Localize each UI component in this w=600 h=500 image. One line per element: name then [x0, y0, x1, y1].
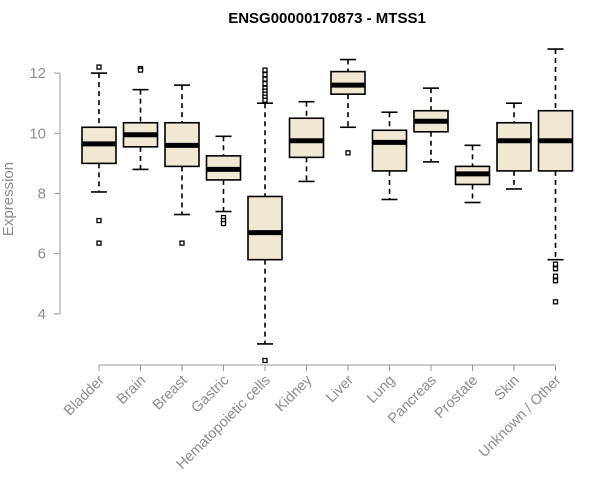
- box-group: [81, 64, 117, 246]
- outlier-point: [179, 240, 185, 246]
- outlier-point: [220, 220, 227, 227]
- outlier-point: [96, 240, 102, 246]
- box-group: [164, 84, 200, 246]
- outlier-point: [96, 217, 102, 224]
- chart-title: ENSG00000170873 - MTSS1: [228, 10, 426, 27]
- iqr-box: [247, 195, 283, 261]
- outlier-point: [552, 273, 559, 279]
- y-axis: 4 6 8 10 12: [29, 65, 61, 323]
- x-tick-label: Liver: [323, 372, 357, 406]
- x-tick-label: Breast: [150, 373, 191, 414]
- outlier-point: [262, 97, 268, 103]
- iqr-box: [496, 121, 532, 172]
- outlier-point: [262, 357, 268, 364]
- box-group: [537, 48, 574, 305]
- outlier-point: [262, 67, 268, 73]
- x-tick-label: Brain: [114, 373, 149, 408]
- iqr-box: [288, 117, 325, 159]
- outlier-point: [345, 150, 351, 156]
- box-group: [288, 100, 325, 183]
- x-tick-label: Prostate: [432, 373, 481, 422]
- outlier-point: [552, 299, 559, 305]
- box-group: [496, 102, 532, 190]
- x-tick-label: Kidney: [273, 372, 316, 415]
- y-tick-label: 4: [38, 306, 46, 323]
- x-tick-label: Skin: [492, 373, 523, 404]
- x-tick-label: Bladder: [61, 372, 108, 419]
- box-group: [330, 58, 366, 156]
- box-group: [413, 87, 449, 163]
- y-tick-label: 10: [29, 125, 46, 142]
- box-group: [371, 111, 408, 201]
- y-tick-label: 12: [29, 65, 46, 82]
- x-tick-label: Lung: [364, 373, 398, 407]
- boxes: [81, 48, 574, 364]
- outlier-point: [262, 76, 268, 82]
- outlier-point: [262, 80, 268, 87]
- box-group: [122, 65, 159, 171]
- iqr-box: [371, 129, 408, 172]
- outlier-point: [96, 64, 102, 70]
- box-group: [247, 67, 283, 364]
- y-axis-label: Expression: [0, 162, 17, 236]
- outlier-point: [552, 266, 559, 272]
- outlier-point: [552, 278, 559, 284]
- y-tick-label: 6: [38, 246, 46, 263]
- outlier-point: [552, 261, 559, 267]
- box-group: [454, 144, 491, 204]
- y-tick-label: 8: [38, 185, 46, 202]
- box-group: [205, 135, 242, 227]
- outlier-point: [137, 67, 144, 73]
- outlier-point: [262, 71, 268, 78]
